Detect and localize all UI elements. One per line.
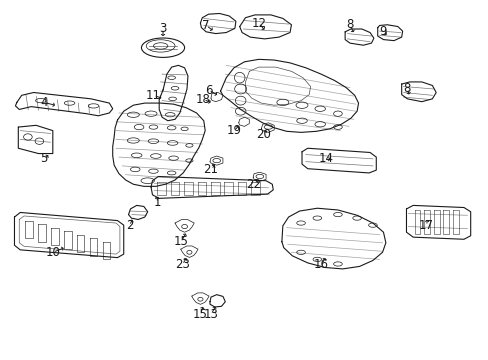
Text: 15: 15 [193,308,207,321]
Text: 11: 11 [145,89,161,102]
Text: 8: 8 [346,18,353,31]
Text: 4: 4 [41,96,48,109]
Text: 15: 15 [173,235,188,248]
Text: 8: 8 [403,82,410,95]
Text: 1: 1 [153,197,161,210]
Text: 7: 7 [202,19,209,32]
Text: 19: 19 [226,124,241,137]
Text: 22: 22 [246,178,261,191]
Text: 23: 23 [174,258,189,271]
Text: 21: 21 [203,163,218,176]
Text: 17: 17 [418,219,433,232]
Text: 14: 14 [318,152,333,165]
Text: 10: 10 [45,246,60,259]
Text: 3: 3 [159,22,166,35]
Text: 18: 18 [196,93,210,106]
Text: 16: 16 [313,258,328,271]
Text: 13: 13 [203,308,218,321]
Text: 12: 12 [251,17,266,30]
Text: 6: 6 [204,84,212,96]
Text: 20: 20 [256,129,270,141]
Text: 9: 9 [379,25,386,38]
Text: 5: 5 [41,152,48,165]
Text: 2: 2 [125,219,133,232]
